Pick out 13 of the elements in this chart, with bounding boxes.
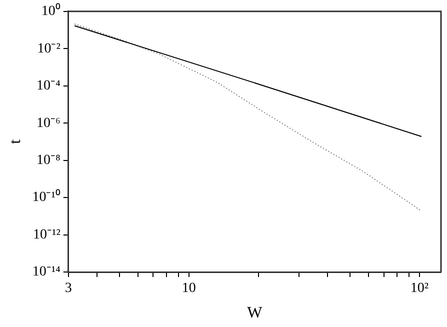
x-axis-title: W	[247, 304, 264, 322]
x-tick-label: 10²	[410, 281, 429, 296]
x-tick-label: 3	[64, 281, 72, 296]
y-tick-label: 10⁻⁴	[36, 78, 61, 94]
y-tick-label: 10⁰	[41, 3, 60, 20]
y-tick-label: 10⁻²	[37, 41, 60, 56]
y-tick-label: 10⁻¹²	[32, 227, 60, 242]
y-axis-title: t	[6, 138, 24, 144]
x-tick-label: 10	[182, 281, 196, 296]
y-tick-label: 10⁻¹⁰	[32, 189, 60, 206]
y-tick-label: 10⁻⁶	[36, 116, 61, 131]
y-tick-label: 10⁻⁸	[36, 152, 61, 168]
y-tick-label: 10⁻¹⁴	[32, 264, 61, 280]
